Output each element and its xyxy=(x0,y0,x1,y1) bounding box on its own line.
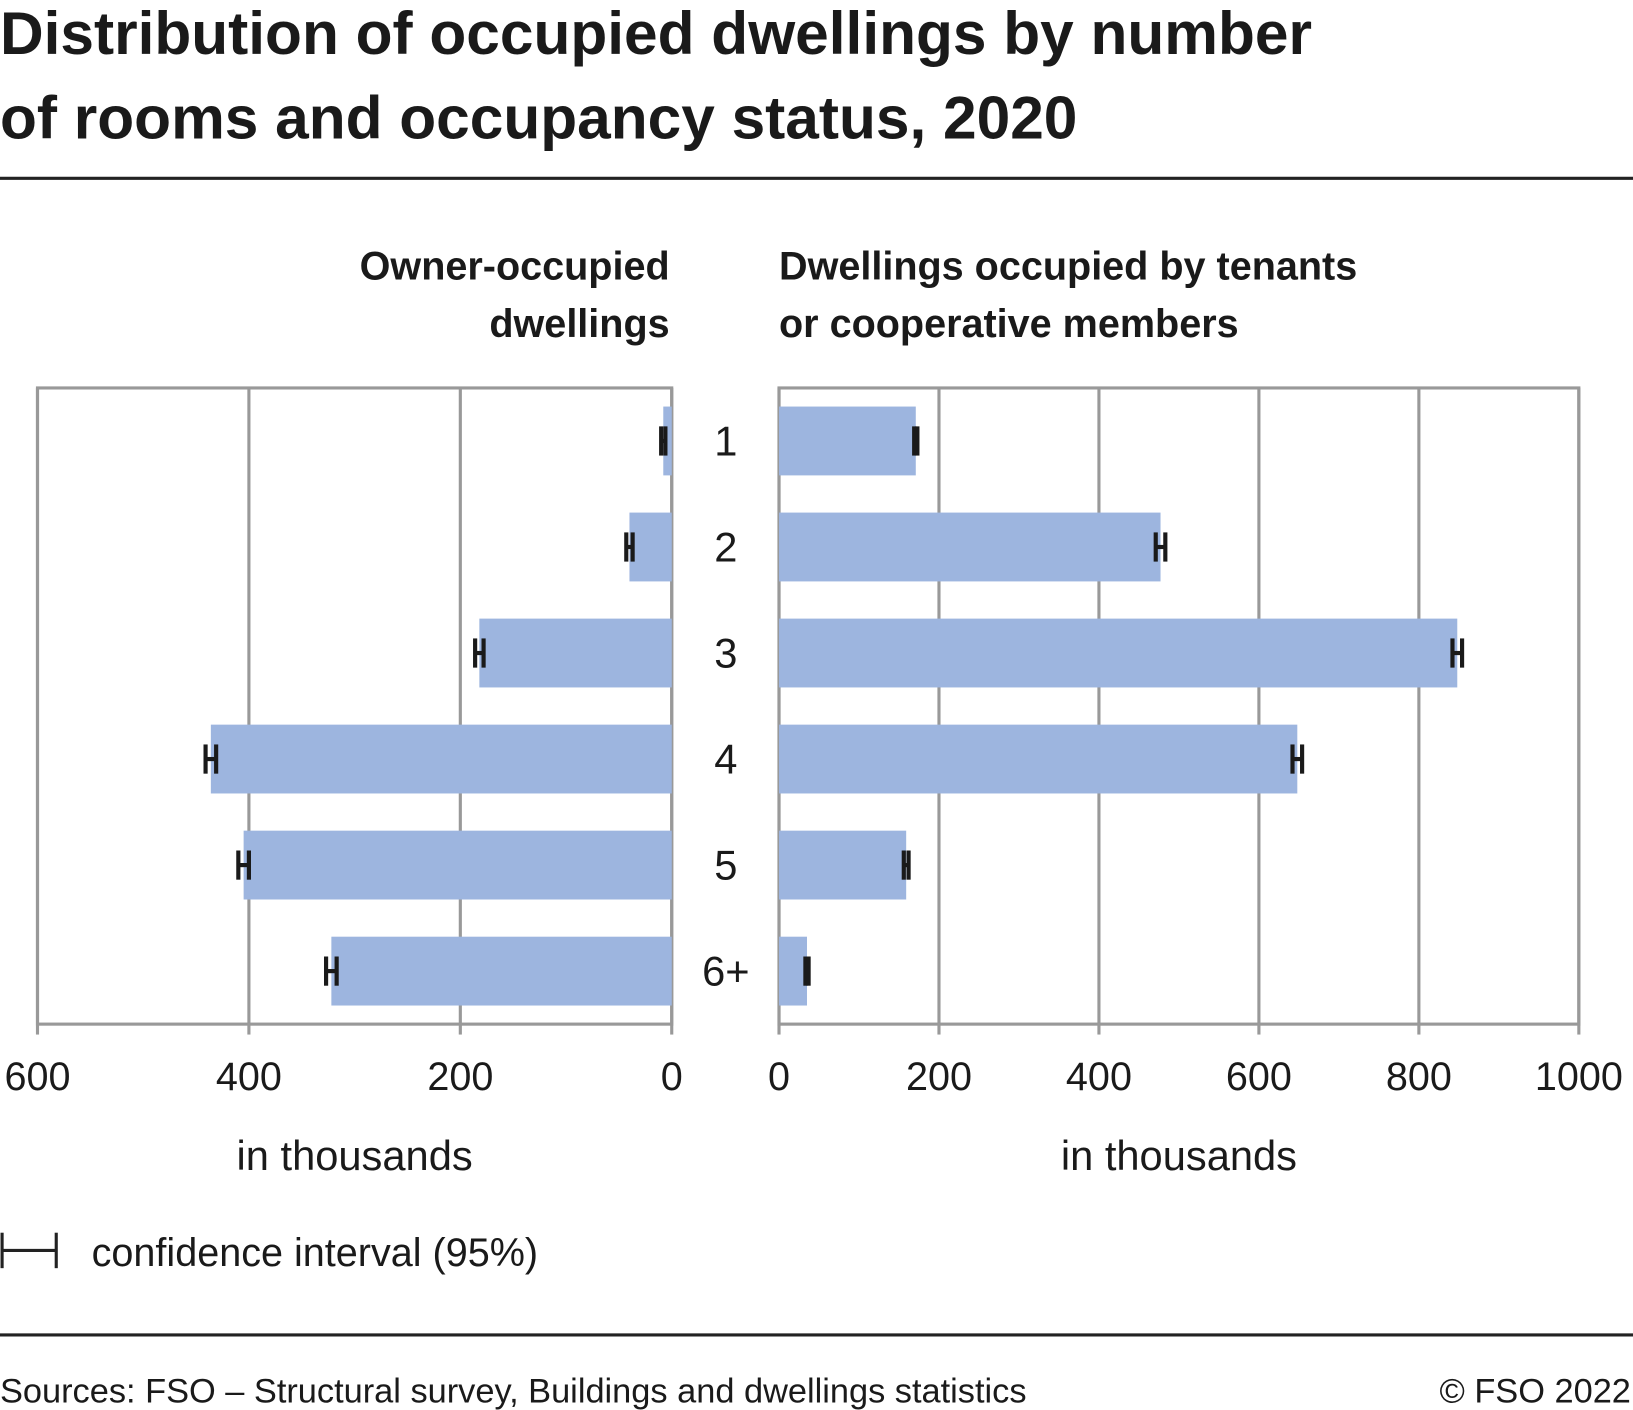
error-bar xyxy=(901,850,911,880)
error-bar xyxy=(659,426,668,456)
error-bar xyxy=(323,956,339,986)
error-bar xyxy=(803,956,811,986)
error-bar xyxy=(1450,638,1465,668)
category-label: 5 xyxy=(714,842,737,889)
error-bar xyxy=(236,850,251,880)
bar xyxy=(479,618,672,688)
x-axis-label: in thousands xyxy=(1061,1132,1297,1179)
category-label: 3 xyxy=(714,630,737,677)
chart-title: of rooms and occupancy status, 2020 xyxy=(0,84,1077,152)
x-tick-label: 600 xyxy=(1226,1055,1292,1099)
plot-frame xyxy=(35,386,674,1026)
error-bar xyxy=(1290,744,1305,774)
category-label: 4 xyxy=(714,736,737,783)
bar xyxy=(663,406,672,476)
x-tick-label: 1000 xyxy=(1535,1055,1623,1099)
x-tick-label: 0 xyxy=(661,1055,683,1099)
bar xyxy=(779,512,1161,582)
x-tick-label: 0 xyxy=(768,1055,790,1099)
bar xyxy=(779,618,1458,688)
bar xyxy=(779,724,1298,794)
plot-frame xyxy=(777,386,1581,1026)
error-bar xyxy=(624,532,635,562)
category-label: 6+ xyxy=(702,948,749,995)
x-axis-label: in thousands xyxy=(237,1132,473,1179)
bar xyxy=(629,512,672,582)
bar xyxy=(779,936,808,1006)
error-bar xyxy=(1153,532,1168,562)
source: Sources: FSO – Structural survey, Buildi… xyxy=(0,1373,1027,1410)
panel-title: or cooperative members xyxy=(779,302,1239,346)
x-tick-label: 400 xyxy=(216,1055,282,1099)
copyright: © FSO 2022 xyxy=(1439,1373,1630,1410)
x-tick-label: 400 xyxy=(1066,1055,1132,1099)
x-tick-label: 600 xyxy=(4,1055,70,1099)
x-tick-label: 200 xyxy=(427,1055,493,1099)
bar xyxy=(779,406,916,476)
panel-title: dwellings xyxy=(489,302,669,346)
chart-title: Distribution of occupied dwellings by nu… xyxy=(0,0,1312,67)
x-tick-label: 800 xyxy=(1386,1055,1452,1099)
legend-symbol xyxy=(0,1232,58,1269)
bar xyxy=(779,830,907,900)
category-label: 1 xyxy=(714,418,737,465)
error-bar xyxy=(203,744,219,774)
bar xyxy=(210,724,672,794)
panel-title: Dwellings occupied by tenants xyxy=(779,244,1357,288)
category-label: 2 xyxy=(714,524,737,571)
bar xyxy=(331,936,672,1006)
error-bar xyxy=(473,638,486,668)
legend-label: confidence interval (95%) xyxy=(92,1231,538,1275)
panel-title: Owner-occupied xyxy=(360,244,670,288)
bar xyxy=(243,830,672,900)
x-tick-label: 200 xyxy=(906,1055,972,1099)
error-bar xyxy=(912,426,920,456)
